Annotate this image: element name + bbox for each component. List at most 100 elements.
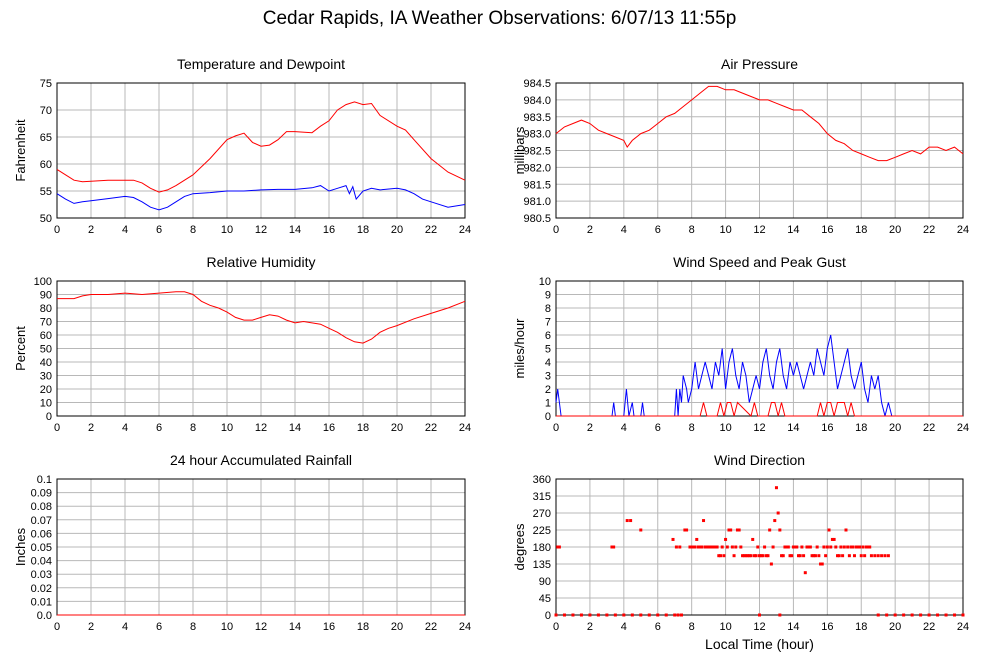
y-tick-label: 982.0 (523, 162, 551, 174)
y-tick-label: 4 (545, 357, 551, 369)
data-point (727, 528, 731, 532)
x-tick-label: 18 (357, 224, 369, 236)
data-point (698, 545, 702, 549)
data-point (625, 519, 629, 523)
data-point (691, 545, 695, 549)
x-tick-label: 2 (88, 621, 94, 633)
x-tick-label: 4 (122, 621, 128, 633)
data-point (766, 554, 770, 558)
x-tick-label: 8 (689, 224, 695, 236)
y-tick-label: 0.02 (31, 583, 52, 595)
x-tick-label: 2 (587, 422, 593, 434)
data-point (839, 545, 843, 549)
data-point (725, 545, 729, 549)
x-tick-label: 0 (553, 621, 559, 633)
x-tick-label: 0 (54, 621, 60, 633)
x-tick-label: 6 (156, 621, 162, 633)
x-tick-label: 16 (323, 422, 335, 434)
x-tick-label: 20 (889, 422, 901, 434)
chart-title: Wind Direction (714, 452, 805, 468)
data-point (717, 554, 721, 558)
y-tick-label: 6 (545, 330, 551, 342)
y-tick-label: 984.5 (523, 78, 551, 90)
data-point (664, 613, 668, 617)
data-point (732, 554, 736, 558)
chart-title: Temperature and Dewpoint (177, 56, 345, 72)
data-point (735, 528, 739, 532)
y-tick-label: 20 (40, 384, 52, 396)
x-tick-label: 24 (459, 422, 471, 434)
data-point (902, 613, 906, 617)
y-tick-label: 50 (40, 344, 52, 356)
plot-frame (555, 82, 964, 219)
data-point (679, 613, 683, 617)
y-tick-label: 2 (545, 384, 551, 396)
data-point (834, 545, 838, 549)
data-point (858, 545, 862, 549)
data-point (822, 545, 826, 549)
series-line-0 (57, 291, 466, 344)
data-point (722, 554, 726, 558)
y-axis-label: Fahrenheit (13, 119, 28, 182)
data-point (724, 537, 728, 541)
data-point (715, 545, 719, 549)
data-point (674, 545, 678, 549)
data-point (771, 545, 775, 549)
data-point (613, 613, 617, 617)
x-tick-label: 14 (787, 224, 799, 236)
x-tick-label: 10 (221, 621, 233, 633)
y-tick-label: 0 (545, 610, 551, 622)
x-tick-label: 8 (190, 621, 196, 633)
y-tick-label: 60 (40, 330, 52, 342)
data-point (759, 554, 763, 558)
data-point (827, 528, 831, 532)
x-tick-label: 14 (787, 621, 799, 633)
data-point (795, 545, 799, 549)
x-tick-label: 12 (753, 224, 765, 236)
y-tick-label: 983.5 (523, 112, 551, 124)
data-point (673, 613, 677, 617)
data-point (734, 545, 738, 549)
y-tick-label: 0.1 (37, 474, 52, 486)
data-point (851, 545, 855, 549)
data-point (817, 554, 821, 558)
data-point (761, 554, 765, 558)
x-tick-label: 20 (391, 422, 403, 434)
y-tick-label: 0.05 (31, 542, 52, 554)
y-tick-label: 0.0 (37, 610, 52, 622)
data-point (841, 554, 845, 558)
data-point (876, 554, 880, 558)
data-point (808, 545, 812, 549)
data-point (685, 528, 689, 532)
y-tick-label: 55 (40, 186, 52, 198)
data-point (866, 545, 870, 549)
data-point (708, 545, 712, 549)
y-tick-label: 981.0 (523, 196, 551, 208)
x-tick-label: 20 (889, 224, 901, 236)
y-tick-label: 0.06 (31, 528, 52, 540)
y-axis-label: miles/hour (512, 318, 527, 379)
y-tick-label: 270 (533, 508, 551, 520)
x-tick-label: 2 (88, 422, 94, 434)
x-tick-label: 8 (689, 621, 695, 633)
data-point (610, 545, 614, 549)
y-tick-label: 983.0 (523, 129, 551, 141)
data-point (707, 545, 711, 549)
data-point (579, 613, 583, 617)
data-point (629, 519, 633, 523)
data-point (703, 545, 707, 549)
data-point (758, 613, 761, 617)
data-point (880, 554, 884, 558)
data-point (910, 613, 914, 617)
data-point (797, 554, 801, 558)
x-tick-label: 14 (787, 422, 799, 434)
y-tick-label: 982.5 (523, 146, 551, 158)
x-tick-label: 12 (255, 422, 267, 434)
y-tick-label: 180 (533, 542, 551, 554)
x-tick-label: 24 (957, 422, 969, 434)
data-point (676, 613, 680, 617)
x-tick-label: 10 (719, 422, 731, 434)
